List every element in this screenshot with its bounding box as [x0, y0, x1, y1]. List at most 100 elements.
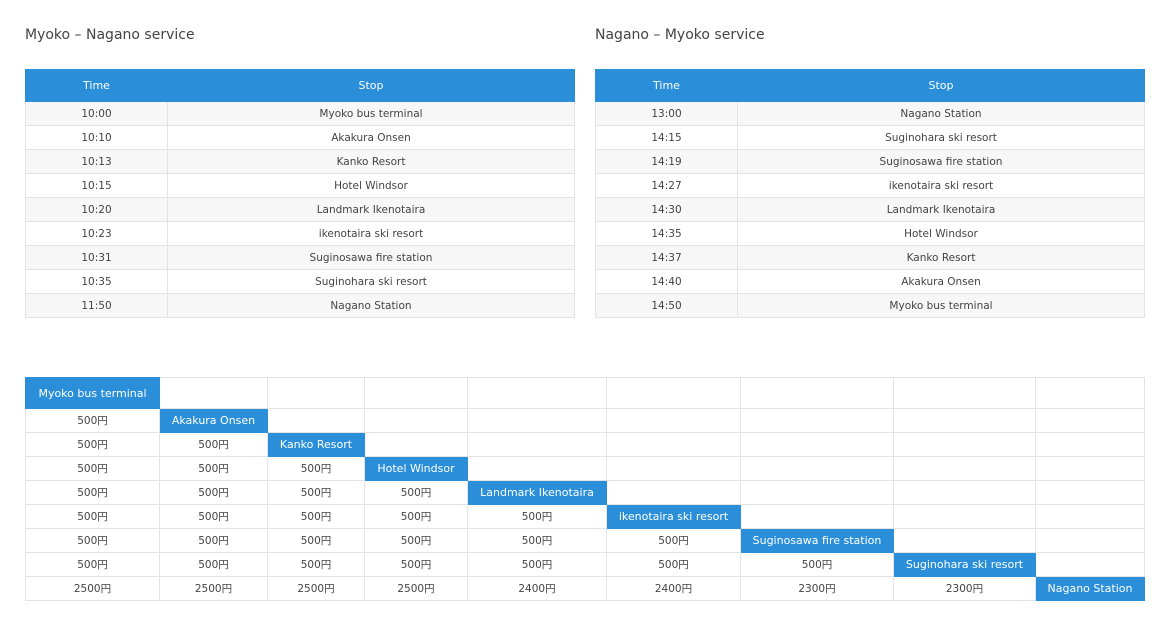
section-title-nagano-myoko: Nagano – Myoko service: [595, 27, 765, 43]
fare-stop-label: Landmark Ikenotaira: [467, 480, 607, 505]
empty-cell: [606, 432, 741, 457]
fare-stop-label: Nagano Station: [1035, 576, 1145, 601]
table-row: 10:20 Landmark Ikenotaira: [25, 197, 575, 222]
table-row: 10:35 Suginohara ski resort: [25, 269, 575, 294]
fare-stop-label: Suginosawa fire station: [740, 528, 894, 553]
fare-cell: 2500円: [267, 576, 365, 601]
fare-matrix: Myoko bus terminal 500円 Akakura Onsen 500円 5…: [25, 377, 1145, 601]
fare-cell: 500円: [364, 528, 468, 553]
stop-cell: Nagano Station: [167, 293, 575, 318]
stop-cell: Kanko Resort: [737, 245, 1145, 270]
time-cell: 13:00: [595, 101, 738, 126]
stop-cell: Akakura Onsen: [167, 125, 575, 150]
column-header-stop: Stop: [167, 69, 575, 102]
table-row: 10:13 Kanko Resort: [25, 149, 575, 174]
fare-cell: 500円: [159, 504, 268, 529]
empty-cell: [1035, 432, 1145, 457]
empty-cell: [606, 408, 741, 433]
table-row: 14:50 Myoko bus terminal: [595, 293, 1145, 318]
table-row: 14:15 Suginohara ski resort: [595, 125, 1145, 150]
fare-cell: 500円: [364, 552, 468, 577]
empty-cell: [740, 377, 894, 409]
fare-stop-label: Myoko bus terminal: [25, 377, 160, 409]
fare-cell: 500円: [267, 456, 365, 481]
fare-cell: 500円: [740, 552, 894, 577]
empty-cell: [159, 377, 268, 409]
fare-stop-label: Akakura Onsen: [159, 408, 268, 433]
time-cell: 10:20: [25, 197, 168, 222]
time-cell: 10:00: [25, 101, 168, 126]
empty-cell: [1035, 528, 1145, 553]
section-title-myoko-nagano: Myoko – Nagano service: [25, 27, 195, 43]
stop-cell: Suginohara ski resort: [167, 269, 575, 294]
fare-cell: 500円: [267, 480, 365, 505]
table-row: 10:23 ikenotaira ski resort: [25, 221, 575, 246]
table-row: 14:35 Hotel Windsor: [595, 221, 1145, 246]
table-row: 11:50 Nagano Station: [25, 293, 575, 318]
empty-cell: [1035, 377, 1145, 409]
fare-cell: 500円: [364, 480, 468, 505]
empty-cell: [893, 504, 1036, 529]
empty-cell: [364, 432, 468, 457]
fare-row: 500円 500円 Kanko Resort: [25, 432, 1145, 457]
empty-cell: [606, 456, 741, 481]
stop-cell: Myoko bus terminal: [167, 101, 575, 126]
empty-cell: [467, 432, 607, 457]
fare-stop-label: Suginohara ski resort: [893, 552, 1036, 577]
fare-cell: 500円: [364, 504, 468, 529]
fare-cell: 500円: [25, 432, 160, 457]
stop-cell: Landmark Ikenotaira: [167, 197, 575, 222]
time-cell: 10:23: [25, 221, 168, 246]
fare-cell: 2500円: [159, 576, 268, 601]
empty-cell: [893, 456, 1036, 481]
empty-cell: [467, 408, 607, 433]
empty-cell: [893, 408, 1036, 433]
table-row: 13:00 Nagano Station: [595, 101, 1145, 126]
table-row: 14:30 Landmark Ikenotaira: [595, 197, 1145, 222]
table-row: 14:27 ikenotaira ski resort: [595, 173, 1145, 198]
empty-cell: [893, 480, 1036, 505]
fare-cell: 500円: [159, 528, 268, 553]
fare-row: 500円 500円 500円 Hotel Windsor: [25, 456, 1145, 481]
fare-cell: 500円: [25, 408, 160, 433]
table-row: 14:19 Suginosawa fire station: [595, 149, 1145, 174]
time-cell: 14:30: [595, 197, 738, 222]
empty-cell: [1035, 480, 1145, 505]
empty-cell: [740, 432, 894, 457]
time-cell: 14:40: [595, 269, 738, 294]
table-header-row: Time Stop: [25, 69, 575, 102]
empty-cell: [1035, 456, 1145, 481]
time-cell: 10:31: [25, 245, 168, 270]
timetable-nagano-myoko: Time Stop 13:00 Nagano Station 14:15 Sugino…: [595, 69, 1145, 318]
fare-stop-label: ikenotaira ski resort: [606, 504, 741, 529]
table-row: 10:15 Hotel Windsor: [25, 173, 575, 198]
time-cell: 10:13: [25, 149, 168, 174]
time-cell: 14:15: [595, 125, 738, 150]
empty-cell: [1035, 552, 1145, 577]
empty-cell: [740, 504, 894, 529]
fare-cell: 2300円: [893, 576, 1036, 601]
fare-cell: 500円: [267, 552, 365, 577]
fare-cell: 500円: [159, 552, 268, 577]
time-cell: 14:50: [595, 293, 738, 318]
empty-cell: [893, 432, 1036, 457]
stop-cell: Hotel Windsor: [167, 173, 575, 198]
fare-row: 500円 500円 500円 500円 500円 ikenotaira ski resor…: [25, 504, 1145, 529]
fare-cell: 2400円: [467, 576, 607, 601]
fare-cell: 500円: [159, 456, 268, 481]
fare-cell: 500円: [467, 504, 607, 529]
time-cell: 10:35: [25, 269, 168, 294]
stop-cell: Myoko bus terminal: [737, 293, 1145, 318]
time-cell: 10:10: [25, 125, 168, 150]
empty-cell: [364, 377, 468, 409]
table-row: 10:31 Suginosawa fire station: [25, 245, 575, 270]
stop-cell: Suginosawa fire station: [737, 149, 1145, 174]
stop-cell: Nagano Station: [737, 101, 1145, 126]
empty-cell: [267, 377, 365, 409]
timetable-myoko-nagano: Time Stop 10:00 Myoko bus terminal 10:10 Ak…: [25, 69, 575, 318]
fare-cell: 500円: [25, 504, 160, 529]
fare-cell: 2300円: [740, 576, 894, 601]
time-cell: 14:19: [595, 149, 738, 174]
fare-cell: 2500円: [364, 576, 468, 601]
fare-row: 500円 Akakura Onsen: [25, 408, 1145, 433]
